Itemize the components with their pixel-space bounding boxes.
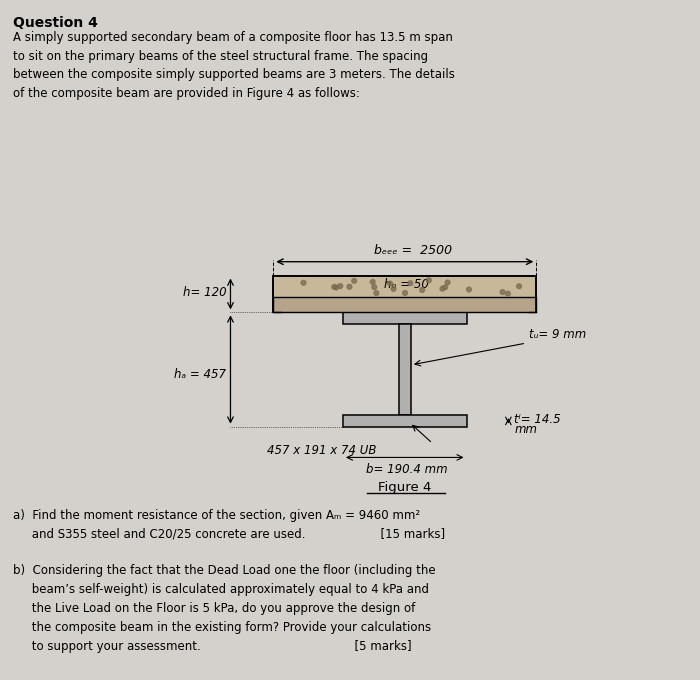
Text: A simply supported secondary beam of a composite floor has 13.5 m span
to sit on: A simply supported secondary beam of a c…: [13, 31, 455, 100]
Circle shape: [370, 279, 375, 284]
Text: Question 4: Question 4: [13, 16, 98, 31]
Circle shape: [408, 281, 413, 286]
Bar: [343, 415, 466, 426]
Text: mm: mm: [514, 424, 538, 437]
Text: tᵤ= 9 mm: tᵤ= 9 mm: [529, 328, 587, 341]
Circle shape: [351, 279, 356, 284]
Circle shape: [372, 285, 377, 290]
Circle shape: [467, 287, 471, 292]
Text: b)  Considering the fact that the Dead Load one the floor (including the
     be: b) Considering the fact that the Dead Lo…: [13, 564, 436, 653]
Text: a)  Find the moment resistance of the section, given Aₘ = 9460 mm²
     and S355: a) Find the moment resistance of the sec…: [13, 509, 445, 541]
Circle shape: [426, 278, 431, 283]
Circle shape: [445, 280, 450, 285]
Bar: [273, 297, 536, 312]
Circle shape: [391, 286, 396, 291]
Text: hₚ = 50: hₚ = 50: [384, 278, 428, 291]
Circle shape: [420, 288, 424, 292]
Text: h= 120: h= 120: [183, 286, 227, 299]
Text: Figure 4: Figure 4: [378, 481, 431, 494]
Text: 457 x 191 x 74 UB: 457 x 191 x 74 UB: [267, 443, 377, 456]
Circle shape: [402, 290, 407, 295]
Circle shape: [374, 290, 379, 295]
Circle shape: [347, 284, 352, 289]
Circle shape: [517, 284, 522, 288]
Text: hₐ = 457: hₐ = 457: [174, 368, 227, 381]
Text: bₑₑₑ =  2500: bₑₑₑ = 2500: [374, 243, 452, 257]
Circle shape: [443, 285, 447, 290]
Circle shape: [388, 282, 393, 286]
Circle shape: [500, 290, 505, 294]
Circle shape: [338, 284, 343, 288]
Bar: [398, 324, 411, 415]
Circle shape: [332, 284, 337, 289]
Circle shape: [505, 291, 510, 296]
Circle shape: [301, 280, 306, 285]
Bar: [343, 312, 466, 324]
Bar: [273, 275, 536, 312]
Text: b= 190.4 mm: b= 190.4 mm: [366, 463, 447, 477]
Text: tⁱ= 14.5: tⁱ= 14.5: [514, 413, 561, 426]
Circle shape: [440, 286, 444, 291]
Circle shape: [334, 285, 339, 290]
